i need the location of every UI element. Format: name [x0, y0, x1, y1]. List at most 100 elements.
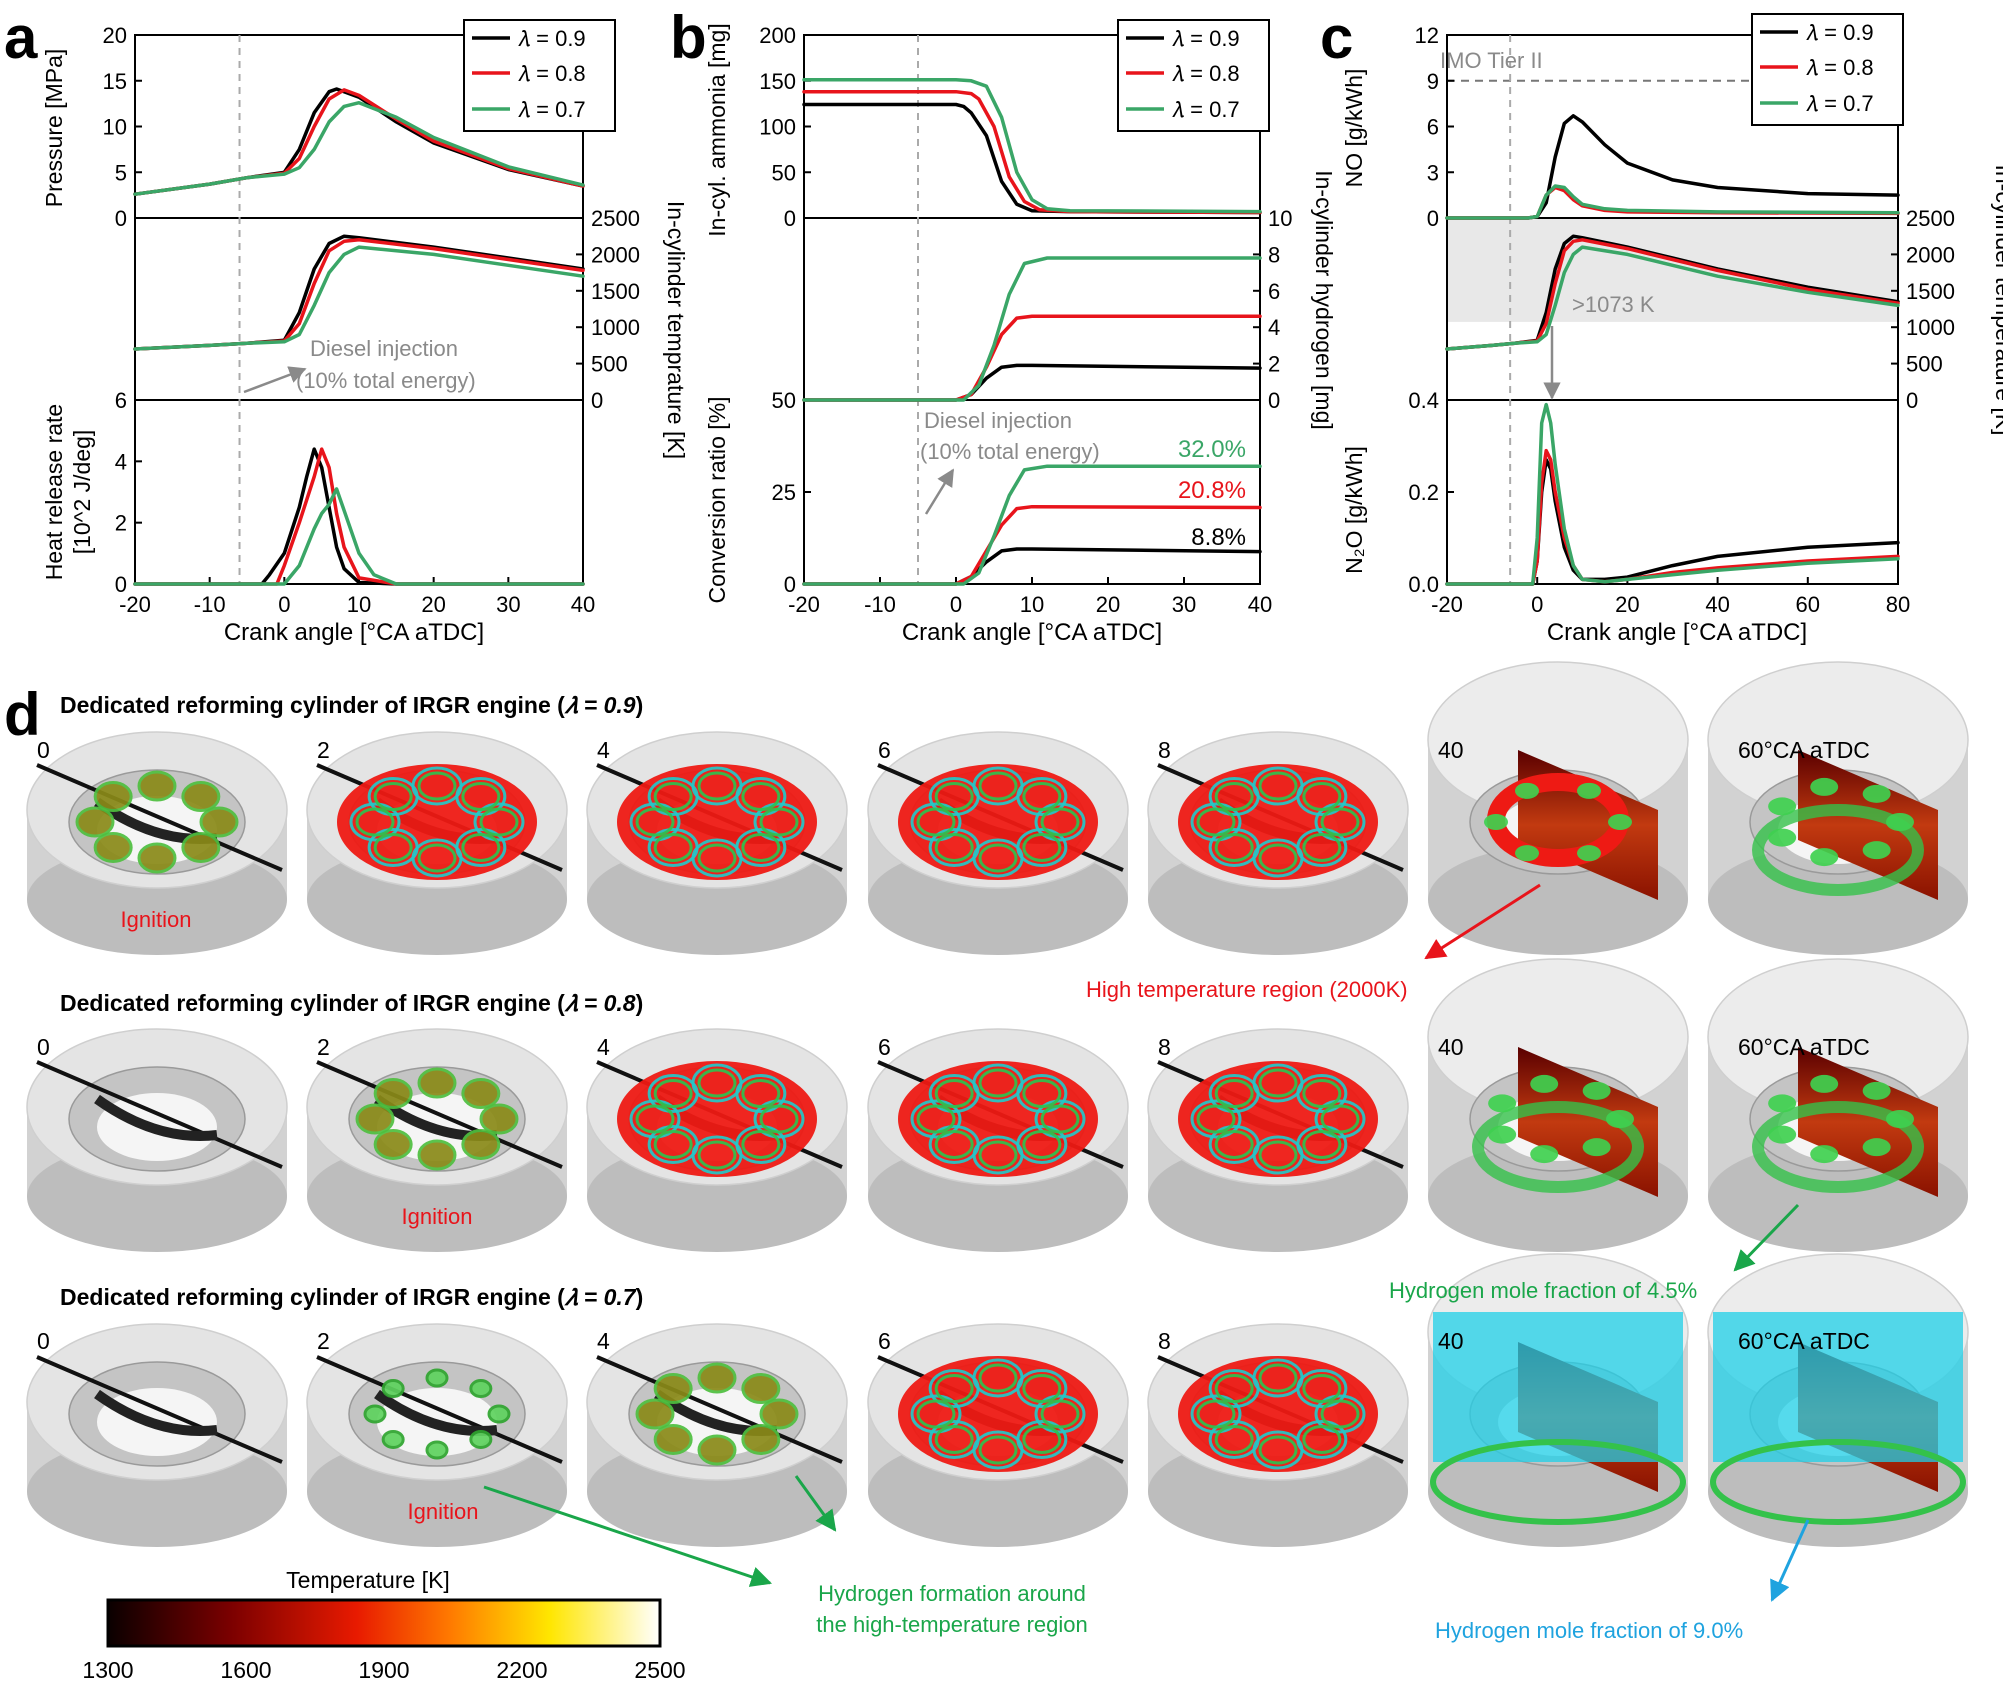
panel-c-mid-ytick-right: 2500 [1906, 206, 1955, 231]
legend-a: 𝜆 = 0.9 𝜆 = 0.8 𝜆 = 0.7 [463, 19, 616, 132]
cylinder-row3-frame7: 60°CA aTDC [1707, 1253, 1969, 1547]
colorbar-tick-3: 2200 [496, 1657, 547, 1683]
d-annotation-h2-90: Hydrogen mole fraction of 9.0% [1435, 1618, 1743, 1643]
cylinder-row3-frame2: 2 [306, 1323, 568, 1547]
d-annotation-h2-45: Hydrogen mole fraction of 4.5% [1389, 1278, 1697, 1303]
panel-b-top-ytick: 200 [759, 23, 796, 48]
panel-a-mid-ytick-right: 1500 [591, 279, 640, 304]
panel-b-mid-ytick-right: 0 [1268, 388, 1280, 413]
cylinder-label: 4 [597, 1328, 610, 1354]
panel-b-top-ytick: 0 [784, 206, 796, 231]
panel-c-mid-ytick-right: 0 [1906, 388, 1918, 413]
d-arrow-h2-form-2 [794, 1475, 837, 1532]
a-xlabel: Crank angle [°CA aTDC] [224, 619, 484, 646]
legend-b-entry-07: 𝜆 = 0.7 [1172, 97, 1240, 122]
cylinder-row2-frame3: 4 [586, 1028, 848, 1252]
panel-letter-a: a [4, 4, 38, 71]
series-c-top-lambda-09 [1445, 114, 1900, 220]
legend-b-entry-08: 𝜆 = 0.8 [1172, 61, 1240, 86]
d-row1-title: Dedicated reforming cylinder of IRGR eng… [60, 692, 643, 718]
panel-a-mid-ytick-right: 2000 [591, 242, 640, 267]
chart-c-mid [1445, 234, 1900, 351]
b-bot-ylabel: Conversion ratio [%] [704, 396, 730, 603]
legend-c: 𝜆 = 0.9 𝜆 = 0.8 𝜆 = 0.7 [1751, 13, 1904, 126]
cylinder-row2-frame5: 8 [1147, 1028, 1409, 1252]
panel-a-xtick: 20 [421, 592, 445, 617]
cylinder-label: 40 [1438, 1328, 1464, 1354]
panel-c-xtick: -20 [1431, 592, 1463, 617]
series-a-bot-lambda-07 [133, 487, 585, 586]
panel-b-xtick: 10 [1020, 592, 1044, 617]
a-annotation-1: Diesel injection [310, 336, 458, 361]
d-row2-title: Dedicated reforming cylinder of IRGR eng… [60, 990, 643, 1016]
panel-b-xtick: 0 [950, 592, 962, 617]
series-a-mid-lambda-09 [133, 234, 585, 351]
a-bot-ylabel-2: [10^2 J/deg] [69, 430, 95, 555]
colorbar-tick-0: 1300 [82, 1657, 133, 1683]
panel-c-xtick: 40 [1705, 592, 1729, 617]
panel-c-top-ytick: 3 [1427, 160, 1439, 185]
d-row3-title: Dedicated reforming cylinder of IRGR eng… [60, 1284, 643, 1310]
chart-b-top [802, 78, 1262, 215]
panel-b-mid-ytick-right: 8 [1268, 242, 1280, 267]
a-annotation-arrow [243, 366, 307, 394]
panel-a-xtick: 10 [347, 592, 371, 617]
cylinder-label: 60°CA aTDC [1738, 1328, 1870, 1354]
c-top-ylabel: NO [g/kWh] [1341, 69, 1367, 188]
panel-b-bot-ytick: 50 [772, 388, 796, 413]
a-annotation-2: (10% total energy) [296, 368, 476, 393]
cylinder-label: 6 [878, 1034, 891, 1060]
panel-a-top-ytick: 5 [115, 160, 127, 185]
panel-c-axes: -20 0 20 40 60 80 0 3 6 9 12 0 500 1000 1500 2000 2500 0.… [1408, 23, 1955, 617]
b-conv-label-07: 32.0% [1178, 436, 1246, 463]
panel-c-top-ytick: 12 [1415, 23, 1439, 48]
b-annotation-2: (10% total energy) [920, 439, 1100, 464]
cylinder-row2-frame2: 2 [306, 1028, 568, 1252]
cylinder-label: 0 [37, 737, 50, 763]
series-b-bot-lambda-07 [802, 464, 1262, 586]
c-imo-label: IMO Tier II [1440, 48, 1543, 73]
a-bot-ylabel-1: Heat release rate [41, 404, 67, 580]
colorbar-tick-1: 1600 [220, 1657, 271, 1683]
panel-c-top-ytick: 0 [1427, 206, 1439, 231]
panel-c-mid-ytick-right: 1000 [1906, 315, 1955, 340]
cylinder-row2-frame1: 0 [26, 1028, 288, 1252]
panel-a-mid-ytick-right: 2500 [591, 206, 640, 231]
series-a-top-lambda-07 [133, 100, 585, 196]
panel-b-top-ytick: 50 [772, 160, 796, 185]
cylinder-row3-frame5: 8 [1147, 1323, 1409, 1547]
cylinder-row3-frame1: 0 [26, 1323, 288, 1547]
colorbar [106, 1598, 662, 1648]
cylinder-label: 4 [597, 737, 610, 763]
panel-c-xtick: 20 [1615, 592, 1639, 617]
panel-b-mid-ytick-right: 6 [1268, 279, 1280, 304]
legend-c-entry-09: 𝜆 = 0.9 [1806, 20, 1874, 45]
panel-a-bot-ytick: 2 [115, 511, 127, 536]
c-xlabel: Crank angle [°CA aTDC] [1547, 619, 1807, 646]
series-c-top-lambda-07 [1445, 184, 1900, 220]
chart-b-mid [802, 256, 1262, 402]
cylinder-row1-frame3: 4 [586, 731, 848, 955]
colorbar-tick-4: 2500 [634, 1657, 685, 1683]
panel-b-xtick: 40 [1248, 592, 1272, 617]
panel-a-bot-ytick: 6 [115, 388, 127, 413]
cylinder-row1-frame2: 2 [306, 731, 568, 955]
panel-a-xtick: -20 [119, 592, 151, 617]
panel-b-bot-ytick: 0 [784, 572, 796, 597]
cylinder-label: 6 [878, 1328, 891, 1354]
chart-a-bot [133, 447, 585, 586]
panel-a-mid-ytick-right: 0 [591, 388, 603, 413]
cylinder-label: 4 [597, 1034, 610, 1060]
cylinder-row2-frame4: 6 [867, 1028, 1129, 1252]
cylinder-label: 0 [37, 1328, 50, 1354]
cylinder-row2-frame7: 60°CA aTDC [1707, 958, 1969, 1252]
cylinder-row2-frame6: 40 [1427, 958, 1689, 1252]
c-temp-band [1447, 218, 1898, 322]
cylinder-label: 40 [1438, 1034, 1464, 1060]
panel-c-bot-ytick: 0.2 [1408, 480, 1439, 505]
chart-b-bot [802, 464, 1262, 586]
c-band-label: >1073 K [1572, 292, 1655, 317]
cylinder-row1-frame1: 0 [26, 731, 288, 955]
legend-c-entry-07: 𝜆 = 0.7 [1806, 91, 1874, 116]
